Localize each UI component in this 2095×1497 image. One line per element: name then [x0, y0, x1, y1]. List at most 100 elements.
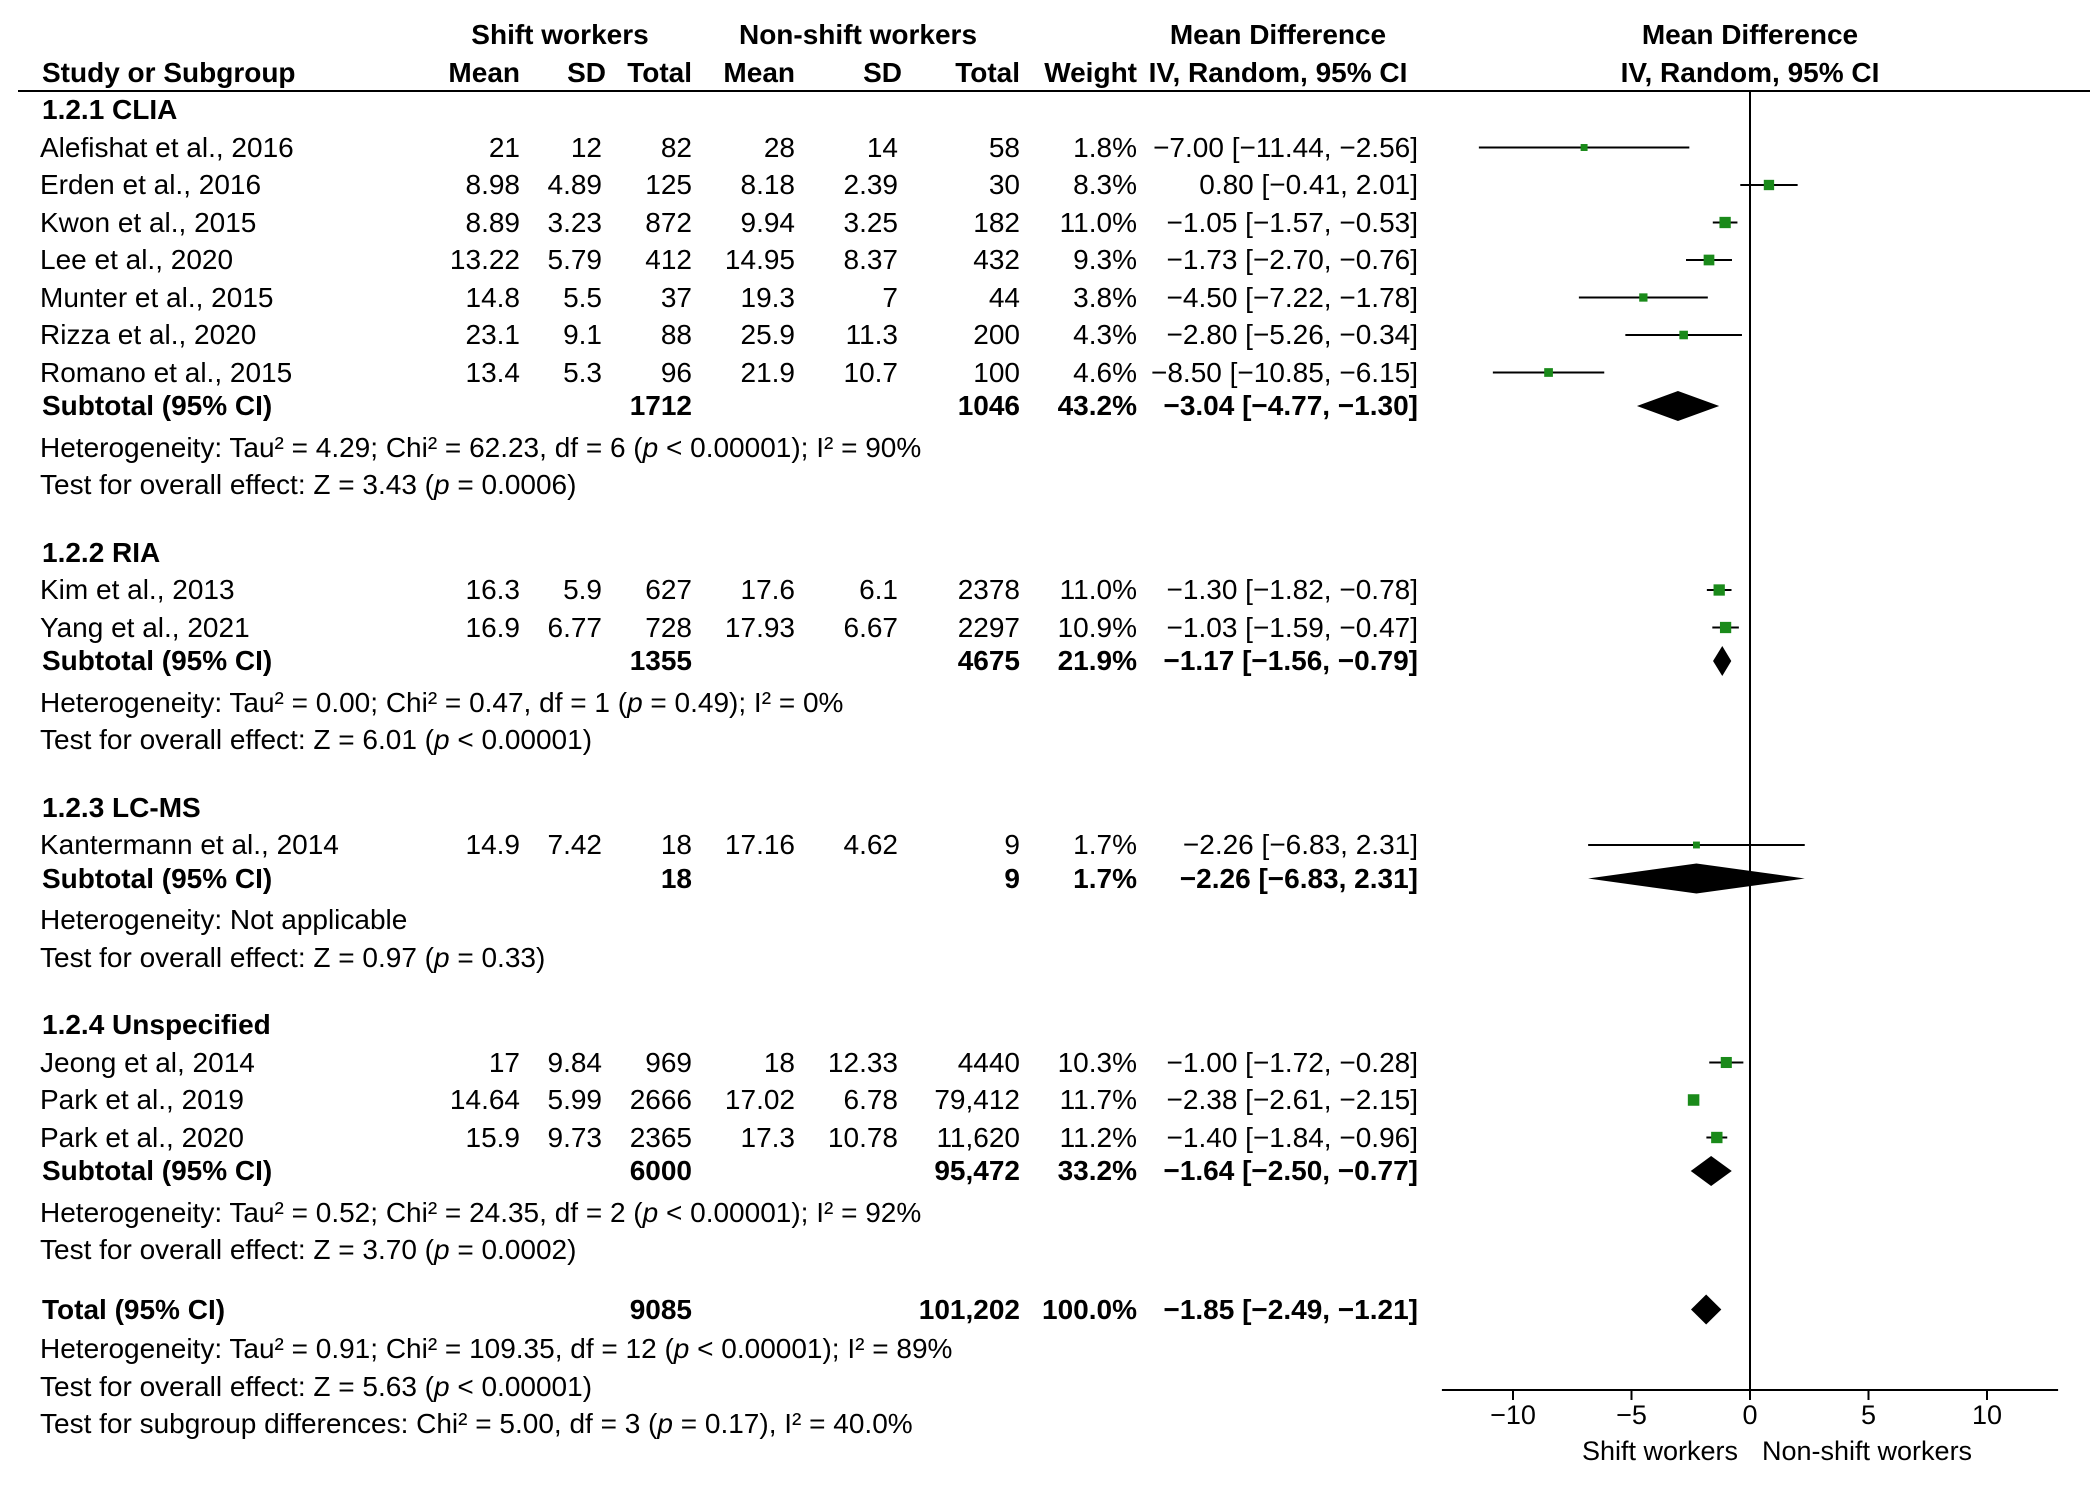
study-name: Park et al., 2020 [40, 1121, 244, 1153]
study-sd2: 12.33 [827, 1046, 898, 1078]
subtotal-total2: 1046 [957, 390, 1020, 421]
study-mean1: 14.64 [449, 1084, 520, 1115]
study-ci: −2.26 [−6.83, 2.31] [1182, 829, 1418, 860]
study-ci: −1.40 [−1.84, −0.96] [1166, 1121, 1418, 1153]
subtotal-ci: −2.26 [−6.83, 2.31] [1179, 862, 1418, 894]
study-total2: 200 [973, 319, 1020, 350]
study-ci: −1.00 [−1.72, −0.28] [1166, 1046, 1418, 1078]
study-mean1: 16.9 [465, 611, 521, 643]
study-weight: 11.0% [1059, 206, 1137, 238]
study-mean2: 14.95 [724, 244, 795, 275]
study-total2: 100 [973, 356, 1020, 388]
study-name: Jeong et al, 2014 [40, 1046, 255, 1078]
study-point-marker [1544, 368, 1553, 377]
overall-effect-text: Test for overall effect: Z = 0.97 (p = 0… [40, 941, 546, 973]
study-total2: 30 [988, 169, 1020, 200]
study-mean2: 18 [763, 1046, 795, 1078]
study-point-marker [1703, 254, 1715, 266]
axis-label-nonshift-workers: Non-shift workers [1762, 1436, 1972, 1466]
header-md-sub-plot: IV, Random, 95% CI [1620, 57, 1880, 88]
study-weight: 1.7% [1073, 829, 1137, 860]
pooled-estimate-diamond [1690, 1156, 1732, 1186]
study-ci: −1.30 [−1.82, −0.78] [1166, 574, 1418, 605]
study-mean2: 17.16 [724, 829, 795, 860]
study-point-marker [1711, 1131, 1723, 1144]
study-total1: 969 [645, 1046, 692, 1078]
study-point-marker [1679, 330, 1688, 340]
header-total2: Total [955, 57, 1020, 88]
study-mean2: 25.9 [740, 319, 796, 350]
study-mean1: 13.4 [465, 356, 521, 388]
header-shift-workers: Shift workers [471, 19, 649, 50]
header-total1: Total [627, 57, 692, 88]
study-sd1: 5.79 [547, 244, 603, 275]
study-sd1: 5.9 [563, 574, 602, 605]
study-name: Erden et al., 2016 [40, 169, 262, 200]
study-weight: 4.6% [1073, 356, 1137, 388]
subtotal-total1: 6000 [629, 1155, 692, 1186]
study-total2: 182 [973, 206, 1020, 238]
study-sd2: 6.78 [843, 1084, 899, 1115]
study-mean2: 28 [763, 131, 795, 163]
study-weight: 10.9% [1057, 611, 1137, 643]
subtotal-ci: −3.04 [−4.77, −1.30] [1163, 390, 1418, 421]
header-sd1: SD [567, 57, 606, 88]
study-mean2: 19.3 [740, 281, 796, 313]
total-weight: 100.0% [1042, 1293, 1137, 1325]
study-sd1: 5.99 [547, 1084, 603, 1115]
overall-effect-text: Test for overall effect: Z = 6.01 (p < 0… [40, 724, 593, 755]
study-weight: 10.3% [1057, 1046, 1137, 1078]
study-point-marker [1720, 1056, 1732, 1069]
study-total1: 37 [660, 281, 692, 313]
pooled-estimate-diamond [1713, 646, 1732, 676]
study-sd2: 6.67 [843, 611, 899, 643]
subgroup-title: 1.2.1 CLIA [42, 94, 178, 125]
study-weight: 9.3% [1073, 244, 1137, 275]
study-total1: 125 [645, 169, 692, 200]
study-point-marker [1763, 179, 1775, 191]
subtotal-label: Subtotal (95% CI) [42, 645, 273, 676]
heterogeneity-text: Heterogeneity: Tau² = 0.00; Chi² = 0.47,… [40, 686, 844, 718]
subtotal-ci: −1.17 [−1.56, −0.79] [1163, 645, 1418, 676]
axis-label-shift-workers: Shift workers [1582, 1436, 1738, 1466]
study-point-marker [1580, 144, 1588, 151]
header-nonshift-workers: Non-shift workers [738, 19, 978, 50]
study-name: Romano et al., 2015 [40, 356, 293, 388]
study-point-marker [1719, 621, 1732, 634]
study-mean2: 17.6 [740, 574, 796, 605]
subtotal-ci: −1.64 [−2.50, −0.77] [1163, 1155, 1418, 1186]
subtotal-weight: 21.9% [1057, 645, 1137, 676]
study-total1: 2666 [629, 1084, 692, 1115]
overall-effect-text: Test for overall effect: Z = 3.43 (p = 0… [40, 469, 577, 500]
study-mean2: 17.3 [740, 1121, 796, 1153]
study-mean1: 14.8 [465, 281, 521, 313]
subtotal-total1: 1355 [629, 645, 692, 676]
overall-effect-text: Test for overall effect: Z = 3.70 (p = 0… [40, 1234, 577, 1265]
subgroup-title: 1.2.3 LC-MS [42, 791, 201, 823]
study-name: Park et al., 2019 [40, 1084, 244, 1115]
subtotal-total2: 9 [1004, 862, 1020, 894]
header-md-sub-table: IV, Random, 95% CI [1148, 57, 1408, 88]
study-mean2: 21.9 [740, 356, 796, 388]
study-sd2: 7 [882, 281, 898, 313]
heterogeneity-text: Heterogeneity: Tau² = 0.52; Chi² = 24.35… [40, 1196, 922, 1228]
study-total1: 96 [660, 356, 692, 388]
x-axis-tick-label: 0 [1742, 1400, 1757, 1430]
study-mean1: 13.22 [449, 244, 520, 275]
header-mean1: Mean [448, 57, 520, 88]
forest-plot-graphic: −10 −5 0 5 10 Shift workers Non-shift workers [1441, 92, 2059, 1466]
study-mean1: 14.9 [465, 829, 521, 860]
subtotal-label: Subtotal (95% CI) [42, 390, 273, 421]
subtotal-label: Subtotal (95% CI) [42, 1155, 273, 1186]
study-point-marker [1719, 216, 1731, 229]
total-total2: 101,202 [918, 1293, 1020, 1325]
header-mean-difference-plot: Mean Difference [1641, 19, 1859, 50]
study-sd2: 14 [866, 131, 898, 163]
study-mean1: 8.98 [465, 169, 521, 200]
study-total1: 627 [645, 574, 692, 605]
study-total2: 79,412 [934, 1084, 1020, 1115]
study-sd1: 4.89 [547, 169, 603, 200]
total-ci: −1.85 [−2.49, −1.21] [1163, 1293, 1418, 1325]
study-sd2: 10.78 [827, 1121, 898, 1153]
